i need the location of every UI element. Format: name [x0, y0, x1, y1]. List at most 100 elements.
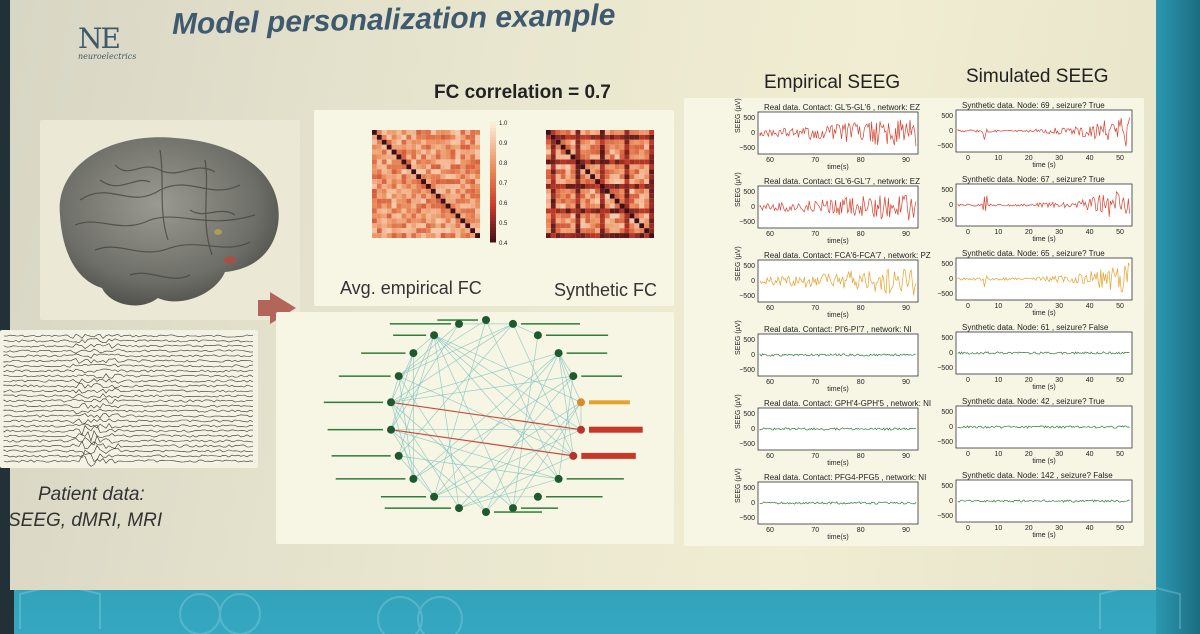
y-tick-label: −500: [937, 217, 953, 224]
fc-matrix-cell: [426, 134, 431, 140]
fc-matrix-cell: [396, 164, 402, 170]
fc-matrix-cell: [406, 174, 412, 180]
fc-matrix-cell: [396, 188, 402, 194]
fc-matrix-cell: [555, 208, 561, 214]
fc-matrix-cell: [416, 164, 422, 170]
fc-matrix-cell: [634, 154, 640, 160]
fc-matrix-cell: [629, 203, 635, 209]
fc-matrix-cell: [609, 213, 615, 219]
fc-matrix-cell: [560, 169, 566, 175]
fc-matrix-cell: [391, 164, 397, 170]
fc-matrix-cell: [406, 144, 412, 150]
fc-matrix-cell: [649, 139, 655, 145]
fc-matrix-cell: [421, 179, 427, 185]
fc-matrix-cell: [376, 179, 382, 185]
fc-matrix-cell: [376, 139, 382, 145]
network-edge: [398, 335, 435, 456]
fc-matrix-cell: [585, 193, 591, 199]
fc-matrix-cell: [421, 169, 427, 175]
x-tick-label: 20: [1025, 451, 1033, 458]
network-edge: [433, 429, 582, 498]
fc-matrix-cell: [644, 233, 650, 239]
fc-matrix-cell: [426, 144, 431, 150]
fc-matrix-cell: [644, 164, 650, 170]
network-graph-panel: [276, 312, 674, 544]
fc-matrix-cell: [619, 198, 625, 204]
x-tick-label: 10: [995, 155, 1003, 162]
fc-matrix-cell: [570, 213, 576, 219]
fc-matrix-cell: [595, 218, 601, 224]
x-tick-label: 80: [857, 157, 865, 164]
raw-seeg-trace: [3, 434, 254, 446]
simulated-seeg-heading: Simulated SEEG: [966, 66, 1109, 87]
fc-matrix-cell: [372, 134, 377, 140]
fc-matrix-cell: [595, 174, 601, 180]
fc-matrix-cell: [570, 208, 576, 214]
fc-matrix-cell: [465, 198, 471, 204]
colorbar-segment: [490, 188, 496, 192]
colorbar-segment: [490, 140, 496, 144]
x-axis-label: time (s): [1032, 532, 1055, 539]
raw-seeg-trace: [3, 343, 254, 349]
fc-matrix-cell: [421, 130, 427, 135]
simulated-seeg-plot: Synthetic data. Node: 42 , seizure? True…: [937, 397, 1133, 465]
x-tick-label: 30: [1055, 451, 1063, 458]
fc-matrix-cell: [639, 228, 645, 234]
raw-seeg-trace: [3, 429, 254, 443]
fc-correlation-heading: FC correlation = 0.7: [434, 82, 611, 103]
fc-matrix-cell: [411, 188, 417, 194]
y-axis-label: SEEG (µV): [735, 172, 742, 207]
fc-matrix-cell: [426, 159, 431, 165]
fc-matrix-cell: [585, 154, 591, 160]
x-tick-label: 60: [766, 231, 774, 238]
fc-matrix-cell: [565, 188, 571, 194]
node-signal-glyph: [389, 323, 451, 325]
fc-matrix-cell: [600, 169, 605, 175]
x-tick-label: 80: [857, 379, 865, 386]
fc-matrix-cell: [396, 193, 402, 199]
fc-matrix-cell: [575, 134, 581, 140]
empirical-seeg-heading: Empirical SEEG: [764, 72, 901, 93]
fc-matrix-cell: [411, 208, 417, 214]
fc-matrix-cell: [634, 193, 640, 199]
fc-matrix-cell: [600, 198, 605, 204]
fc-matrix-cell: [624, 198, 630, 204]
fc-matrix-cell: [619, 228, 625, 234]
x-tick-label: 90: [902, 157, 910, 164]
fc-matrix-cell: [421, 144, 427, 150]
colorbar-segment: [490, 152, 496, 156]
plot-axes-frame: [757, 111, 919, 155]
fc-matrix-cell: [595, 134, 601, 140]
x-tick-label: 90: [902, 379, 910, 386]
x-tick-label: 20: [1025, 303, 1033, 310]
fc-matrix-cell: [470, 179, 476, 185]
plot-axes-frame: [955, 257, 1133, 301]
node-signal-glyph: [566, 352, 608, 354]
fc-matrix-cell: [455, 159, 461, 165]
fc-matrix-cell: [386, 223, 392, 229]
fc-matrix-cell: [391, 203, 397, 209]
fc-matrix-cell: [600, 184, 605, 189]
fc-matrix-cell: [649, 184, 655, 189]
x-tick-label: 90: [902, 527, 910, 534]
y-tick-label: −500: [937, 513, 953, 520]
network-edge-highlight: [390, 401, 582, 431]
fc-matrix-cell: [585, 174, 591, 180]
fc-matrix-cell: [585, 184, 591, 189]
fc-matrix-cell: [376, 144, 382, 150]
fc-matrix-cell: [445, 149, 451, 155]
fc-matrix-cell: [629, 213, 635, 219]
fc-matrix-cell: [550, 159, 556, 165]
fc-matrix-cell: [426, 223, 431, 229]
fc-matrix-cell: [401, 169, 407, 175]
fc-matrix-cell: [475, 203, 481, 209]
colorbar-segment: [490, 134, 496, 138]
network-edge: [433, 334, 574, 457]
fc-matrix-cell: [450, 203, 456, 209]
fc-matrix-cell: [575, 218, 581, 224]
x-tick-label: 10: [995, 303, 1003, 310]
fc-matrix-cell: [445, 223, 451, 229]
fc-matrix-cell: [450, 139, 456, 145]
x-tick-label: 0: [966, 155, 970, 162]
raw-seeg-trace: [3, 368, 254, 374]
